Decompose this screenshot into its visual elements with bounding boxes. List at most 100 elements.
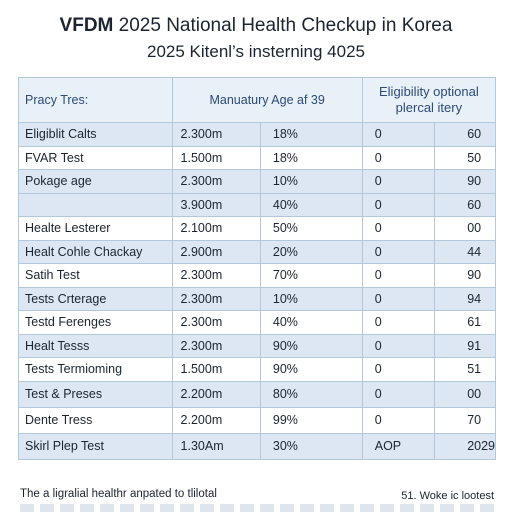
cell-value: 2029 [434, 432, 496, 460]
cell-name: FVAR Test [18, 145, 173, 170]
cell-amount: 2.300m [171, 122, 261, 147]
table-row: Healte Lesterer 2.100m 50% 0 00 [18, 216, 496, 241]
cell-amount: 2.200m [171, 380, 261, 408]
cell-value: 91 [434, 333, 496, 358]
cell-percent: 40% [259, 192, 363, 217]
cell-percent: 30% [259, 432, 363, 460]
table-row: Eligiblit Calts 2.300m 18% 0 60 [18, 122, 496, 147]
cell-percent: 99% [259, 406, 363, 434]
table-row: FVAR Test 1.500m 18% 0 50 [18, 145, 496, 170]
cell-percent: 80% [259, 380, 363, 408]
cell-percent: 70% [259, 263, 363, 288]
cell-value: 70 [434, 406, 496, 434]
cell-eligibility: 0 [361, 239, 436, 264]
cell-name: Pokage age [18, 169, 173, 194]
col-header-age: Manuatury Age af 39 [171, 77, 363, 123]
cell-percent: 18% [259, 145, 363, 170]
cell-name [18, 192, 173, 217]
cell-amount: 2.300m [171, 286, 261, 311]
page-subtitle: 2025 Kitenl’s insterning 4025 [146, 42, 365, 61]
health-table: Pracy Tres: Manuatury Age af 39 Eligibil… [18, 77, 497, 460]
cell-name: Healte Lesterer [18, 216, 173, 241]
cell-name: Test & Preses [18, 380, 173, 408]
title-bold: VFDM [59, 15, 114, 36]
footer-ref: 51. Woke ic lootest [401, 490, 494, 502]
col-header-eligibility-line1: Eligibility optional [379, 84, 479, 99]
cell-amount: 2.200m [171, 406, 261, 434]
cell-value: 00 [434, 216, 496, 241]
cell-amount: 1.500m [171, 357, 261, 382]
cell-percent: 10% [259, 286, 363, 311]
cell-eligibility: 0 [361, 333, 436, 358]
page-title: VFDM 2025 National Health Checkup in Kor… [0, 14, 512, 38]
table-row: Testd Ferenges 2.300m 40% 0 61 [18, 310, 496, 335]
table-header-row: Pracy Tres: Manuatury Age af 39 Eligibil… [18, 77, 497, 123]
cell-value: 51 [434, 357, 496, 382]
cell-value: 44 [434, 239, 496, 264]
cell-eligibility: 0 [361, 263, 436, 288]
cell-amount: 3.900m [171, 192, 261, 217]
table-row: Satih Test 2.300m 70% 0 90 [18, 263, 496, 288]
table-row: Pokage age 2.300m 10% 0 90 [18, 169, 496, 194]
cell-value: 90 [434, 263, 496, 288]
cell-amount: 2.300m [171, 169, 261, 194]
table-row: 3.900m 40% 0 60 [18, 192, 496, 217]
cell-name: Dente Tress [18, 406, 173, 434]
cell-percent: 90% [259, 333, 363, 358]
cell-eligibility: 0 [361, 169, 436, 194]
table-row: Healt Cohle Chackay 2.900m 20% 0 44 [18, 239, 496, 264]
cell-eligibility: 0 [361, 357, 436, 382]
cell-amount: 2.100m [171, 216, 261, 241]
title-block: VFDM 2025 National Health Checkup in Kor… [0, 14, 512, 64]
cell-value: 94 [434, 286, 496, 311]
table-row: Tests Crterage 2.300m 10% 0 94 [18, 286, 496, 311]
cell-name: Healt Cohle Chackay [18, 239, 173, 264]
cell-value: 60 [434, 122, 496, 147]
table-row: Test & Preses 2.200m 80% 0 00 [18, 380, 496, 408]
table-body: Eligiblit Calts 2.300m 18% 0 60 FVAR Test 1.50… [18, 122, 496, 460]
cell-eligibility: 0 [361, 145, 436, 170]
cell-name: Satih Test [18, 263, 173, 288]
table-row: Tests Termioming 1.500m 90% 0 51 [18, 357, 496, 382]
cell-value: 50 [434, 145, 496, 170]
footer-note: The a ligralial healthr anpated to tlilo… [20, 488, 217, 500]
cell-eligibility: 0 [361, 380, 436, 408]
cell-value: 90 [434, 169, 496, 194]
title-rest: 2025 National Health Checkup in Korea [113, 15, 453, 36]
cell-eligibility: AOP [361, 432, 436, 460]
cell-amount: 1.500m [171, 145, 261, 170]
cell-eligibility: 0 [361, 286, 436, 311]
cell-name: Tests Crterage [18, 286, 173, 311]
col-header-program: Pracy Tres: [18, 77, 173, 123]
cell-percent: 50% [259, 216, 363, 241]
cell-name: Healt Tesss [18, 333, 173, 358]
cell-eligibility: 0 [361, 406, 436, 434]
cell-percent: 10% [259, 169, 363, 194]
cell-amount: 2.300m [171, 263, 261, 288]
cell-name: Eligiblit Calts [18, 122, 173, 147]
cell-eligibility: 0 [361, 122, 436, 147]
cell-percent: 90% [259, 357, 363, 382]
cell-amount: 1.30Am [171, 432, 261, 460]
table-row: Skirl Plep Test 1.30Am 30% AOP 2029 [18, 432, 496, 460]
cell-eligibility: 0 [361, 216, 436, 241]
col-header-eligibility: Eligibility optional plercal itery [361, 77, 497, 123]
cell-name: Testd Ferenges [18, 310, 173, 335]
cell-value: 61 [434, 310, 496, 335]
cell-value: 00 [434, 380, 496, 408]
col-header-eligibility-line2: plercal itery [395, 100, 463, 115]
footer-faint-line [20, 504, 498, 512]
cell-percent: 20% [259, 239, 363, 264]
cell-eligibility: 0 [361, 310, 436, 335]
cell-name: Skirl Plep Test [18, 432, 173, 460]
cell-amount: 2.300m [171, 333, 261, 358]
table-row: Healt Tesss 2.300m 90% 0 91 [18, 333, 496, 358]
cell-percent: 18% [259, 122, 363, 147]
cell-percent: 40% [259, 310, 363, 335]
table-row: Dente Tress 2.200m 99% 0 70 [18, 406, 496, 434]
cell-name: Tests Termioming [18, 357, 173, 382]
cell-value: 60 [434, 192, 496, 217]
cell-amount: 2.900m [171, 239, 261, 264]
cell-eligibility: 0 [361, 192, 436, 217]
cell-amount: 2.300m [171, 310, 261, 335]
